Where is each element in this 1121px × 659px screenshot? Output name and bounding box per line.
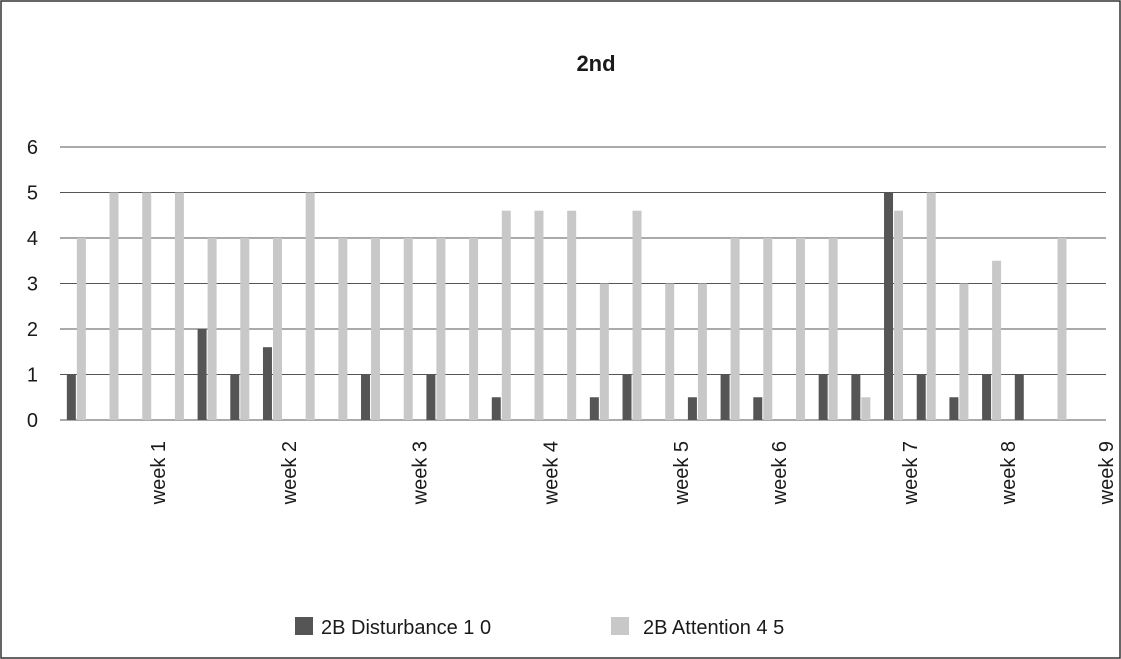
x-tick-label: week 4	[540, 441, 562, 505]
bar-disturbance	[884, 192, 894, 420]
bar-disturbance	[818, 374, 828, 420]
bar-attention	[174, 192, 184, 420]
bar-disturbance	[687, 397, 697, 420]
x-tick-label: week 5	[671, 441, 693, 505]
bar-disturbance	[622, 374, 632, 420]
bar-attention	[403, 238, 413, 420]
bar-disturbance	[916, 374, 926, 420]
x-axis-ticks: week 1 week 2 week 3 week 4 week 5 week 6 week…	[148, 441, 1118, 505]
bar-attention	[207, 238, 217, 420]
bar-attention	[436, 238, 446, 420]
y-tick-label: 3	[27, 274, 38, 296]
bar-attention	[272, 238, 282, 420]
bar-disturbance	[753, 397, 763, 420]
y-tick-label: 6	[27, 137, 38, 159]
bar-attention	[501, 210, 511, 420]
x-tick-label: week 3	[410, 441, 432, 505]
bars	[66, 192, 1067, 420]
x-tick-label: week 1	[148, 441, 170, 505]
bar-attention	[469, 238, 479, 420]
bar-attention	[1057, 238, 1067, 420]
bar-disturbance	[66, 374, 76, 420]
x-tick-label: week 8	[998, 441, 1020, 505]
legend-swatch	[295, 617, 313, 635]
bar-attention	[109, 192, 119, 420]
bar-attention	[371, 238, 381, 420]
y-tick-label: 2	[27, 319, 38, 341]
bar-disturbance	[197, 329, 207, 420]
bar-disturbance	[262, 347, 272, 420]
bar-attention	[534, 210, 544, 420]
legend: 2B Disturbance 1 0 2B Attention 4 5	[295, 617, 784, 639]
x-tick-label: week 9	[1096, 441, 1118, 505]
bar-disturbance	[361, 374, 371, 420]
bar-attention	[894, 210, 904, 420]
legend-label: 2B Disturbance 1 0	[321, 617, 491, 639]
y-tick-label: 4	[27, 228, 38, 250]
bar-attention	[992, 260, 1002, 420]
y-tick-label: 5	[27, 183, 38, 205]
legend-swatch	[611, 617, 629, 635]
bar-attention	[142, 192, 152, 420]
bar-attention	[926, 192, 936, 420]
bar-disturbance	[230, 374, 240, 420]
bar-attention	[763, 238, 773, 420]
bar-attention	[305, 192, 315, 420]
bar-attention	[567, 210, 577, 420]
bar-attention	[828, 238, 838, 420]
y-tick-label: 1	[27, 365, 38, 387]
bar-attention	[632, 210, 642, 420]
bar-attention	[861, 397, 871, 420]
bar-disturbance	[1014, 374, 1024, 420]
bar-disturbance	[491, 397, 501, 420]
bar-attention	[599, 283, 609, 420]
x-tick-label: week 2	[279, 441, 301, 505]
bar-attention	[665, 283, 675, 420]
bar-attention	[959, 283, 969, 420]
bar-disturbance	[589, 397, 599, 420]
bar-attention	[730, 238, 740, 420]
bar-attention	[795, 238, 805, 420]
bar-disturbance	[720, 374, 730, 420]
bar-disturbance	[426, 374, 436, 420]
bar-disturbance	[982, 374, 992, 420]
bar-attention	[76, 238, 86, 420]
y-axis-ticks: 0 1 2 3 4 5 6	[27, 137, 38, 432]
chart-title: 2nd	[576, 51, 615, 76]
bar-disturbance	[949, 397, 959, 420]
x-tick-label: week 7	[900, 441, 922, 505]
y-tick-label: 0	[27, 410, 38, 432]
x-tick-label: week 6	[769, 441, 791, 505]
legend-label: 2B Attention 4 5	[643, 617, 784, 639]
bar-attention	[697, 283, 707, 420]
bar-attention	[338, 238, 348, 420]
bar-disturbance	[851, 374, 861, 420]
bar-attention	[240, 238, 250, 420]
